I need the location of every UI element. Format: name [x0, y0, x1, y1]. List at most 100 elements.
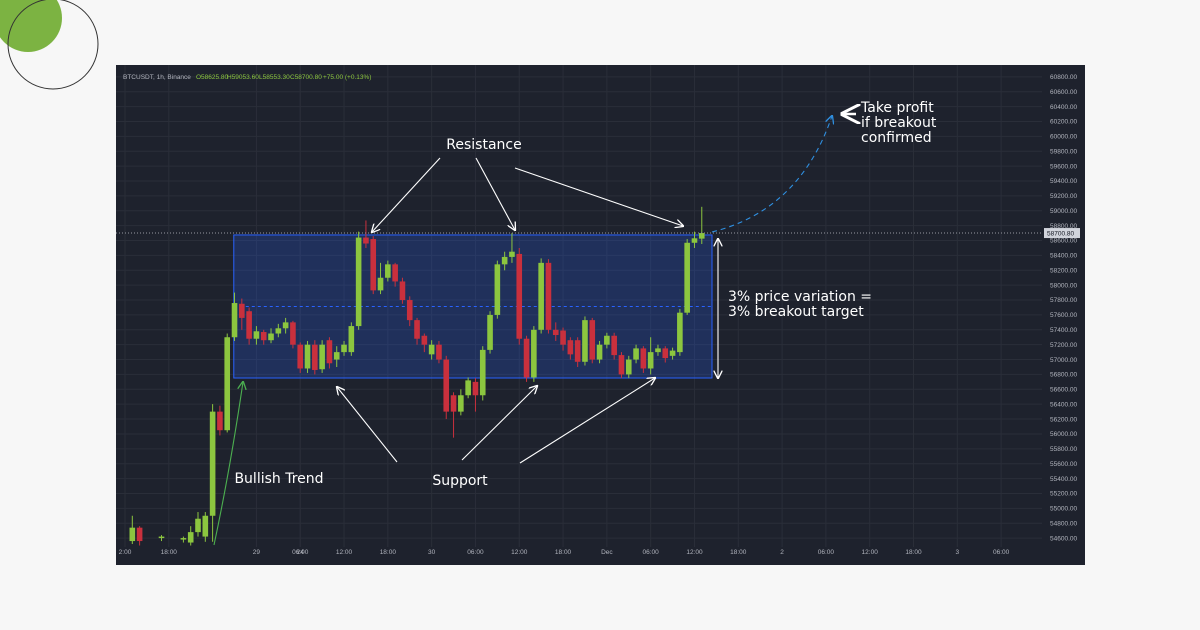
candle-body: [253, 331, 260, 339]
candle-body: [385, 264, 391, 278]
candle-body: [231, 303, 238, 338]
candle-body: [604, 335, 610, 345]
x-tick-label: 29: [253, 549, 261, 556]
x-tick-label: 06:00: [467, 549, 484, 556]
y-tick-label: 57400.00: [1050, 327, 1077, 334]
candle-body: [217, 411, 223, 431]
header: BTCUSDT, 1h, Binance O58625.80 H59053.60…: [123, 74, 371, 81]
candle-body: [158, 536, 165, 539]
candle-body: [647, 352, 654, 369]
candle-body: [290, 322, 296, 345]
y-tick-label: 54600.00: [1050, 535, 1077, 542]
candle-body: [406, 300, 413, 321]
last-price-label: 58700.80: [1047, 230, 1074, 237]
x-tick-label: 18:00: [380, 549, 397, 556]
candle-body: [436, 344, 442, 360]
y-tick-label: 60200.00: [1050, 119, 1077, 126]
candle-body: [531, 329, 537, 378]
y-tick-label: 60400.00: [1050, 104, 1077, 111]
y-tick-label: 59400.00: [1050, 178, 1077, 185]
y-tick-label: 56000.00: [1050, 431, 1077, 438]
y-tick-label: 55800.00: [1050, 446, 1077, 453]
x-tick-label: 2: [780, 549, 784, 556]
candle-body: [582, 320, 588, 362]
x-tick-label: 24: [297, 549, 305, 556]
candle-body: [669, 350, 676, 356]
candle-body: [312, 344, 318, 370]
candle-body: [129, 527, 136, 542]
candle-body: [625, 359, 632, 375]
candle-body: [377, 277, 384, 291]
candle-body: [691, 238, 698, 243]
variation-label: 3% breakout target: [728, 304, 864, 320]
candle-body: [684, 242, 690, 313]
y-tick-label: 55000.00: [1050, 506, 1077, 513]
candle-body: [538, 262, 544, 330]
resistance-label: Resistance: [446, 137, 521, 153]
change: +75.00 (+0.13%): [323, 74, 371, 81]
candle-body: [472, 381, 479, 396]
candle-body: [428, 344, 435, 355]
candle-body: [319, 344, 325, 370]
candle-body: [187, 532, 194, 543]
candle-body: [297, 344, 304, 369]
deco-ring: [7, 0, 99, 90]
y-tick-label: 58400.00: [1050, 253, 1077, 260]
close: C58700.80: [290, 74, 322, 81]
candle-body: [655, 348, 661, 353]
target-arrow: [711, 116, 832, 233]
y-tick-label: 54800.00: [1050, 520, 1077, 527]
candle-body: [399, 281, 406, 301]
open: O58625.80: [196, 74, 229, 81]
trend-arrow: [213, 382, 243, 546]
candle-body: [487, 314, 493, 350]
take-profit-label: Take profit: [860, 100, 934, 116]
y-tick-label: 58800.00: [1050, 223, 1077, 230]
candle-body: [224, 337, 231, 431]
low: L58553.30: [259, 74, 290, 81]
candle-body: [618, 355, 625, 375]
y-tick-label: 59000.00: [1050, 208, 1077, 215]
x-tick-label: 30: [428, 549, 436, 556]
candle-body: [326, 340, 333, 364]
candle-body: [195, 518, 201, 533]
y-tick-label: 56600.00: [1050, 387, 1077, 394]
candle-body: [611, 335, 617, 356]
y-tick-label: 60600.00: [1050, 89, 1077, 96]
candle-body: [465, 380, 471, 396]
candle-body: [370, 239, 377, 291]
y-tick-label: 57200.00: [1050, 342, 1077, 349]
candle-body: [560, 330, 566, 345]
arrow: [461, 386, 537, 461]
candle-body: [479, 349, 486, 396]
candle-body: [677, 312, 683, 353]
candle-body: [698, 233, 705, 239]
y-tick-label: 58000.00: [1050, 282, 1077, 289]
candle-body: [589, 320, 596, 360]
candle-body: [239, 303, 245, 318]
candle-body: [552, 329, 559, 336]
candle-body: [355, 237, 362, 327]
high: H59053.60: [227, 74, 259, 81]
candle-body: [260, 332, 267, 341]
support-label: Support: [432, 473, 488, 489]
x-tick-label: 06:00: [993, 549, 1010, 556]
x-tick-label: 06:00: [818, 549, 835, 556]
candle-body: [341, 344, 347, 353]
x-tick-label: 06:00: [643, 549, 660, 556]
y-tick-label: 58600.00: [1050, 238, 1077, 245]
x-tick-label: 18:00: [161, 549, 178, 556]
candle-body: [268, 333, 274, 341]
candle-body: [209, 411, 216, 516]
candle-body: [509, 251, 515, 257]
y-tick-label: 57800.00: [1050, 297, 1077, 304]
arrow: [372, 157, 441, 232]
x-tick-label: 3: [955, 549, 959, 556]
y-tick-label: 56200.00: [1050, 416, 1077, 423]
take-profit-label: confirmed: [861, 130, 932, 146]
arrow: [337, 387, 398, 463]
candle-body: [596, 344, 603, 360]
candle-body: [246, 311, 252, 339]
x-tick-label: 12:00: [686, 549, 703, 556]
